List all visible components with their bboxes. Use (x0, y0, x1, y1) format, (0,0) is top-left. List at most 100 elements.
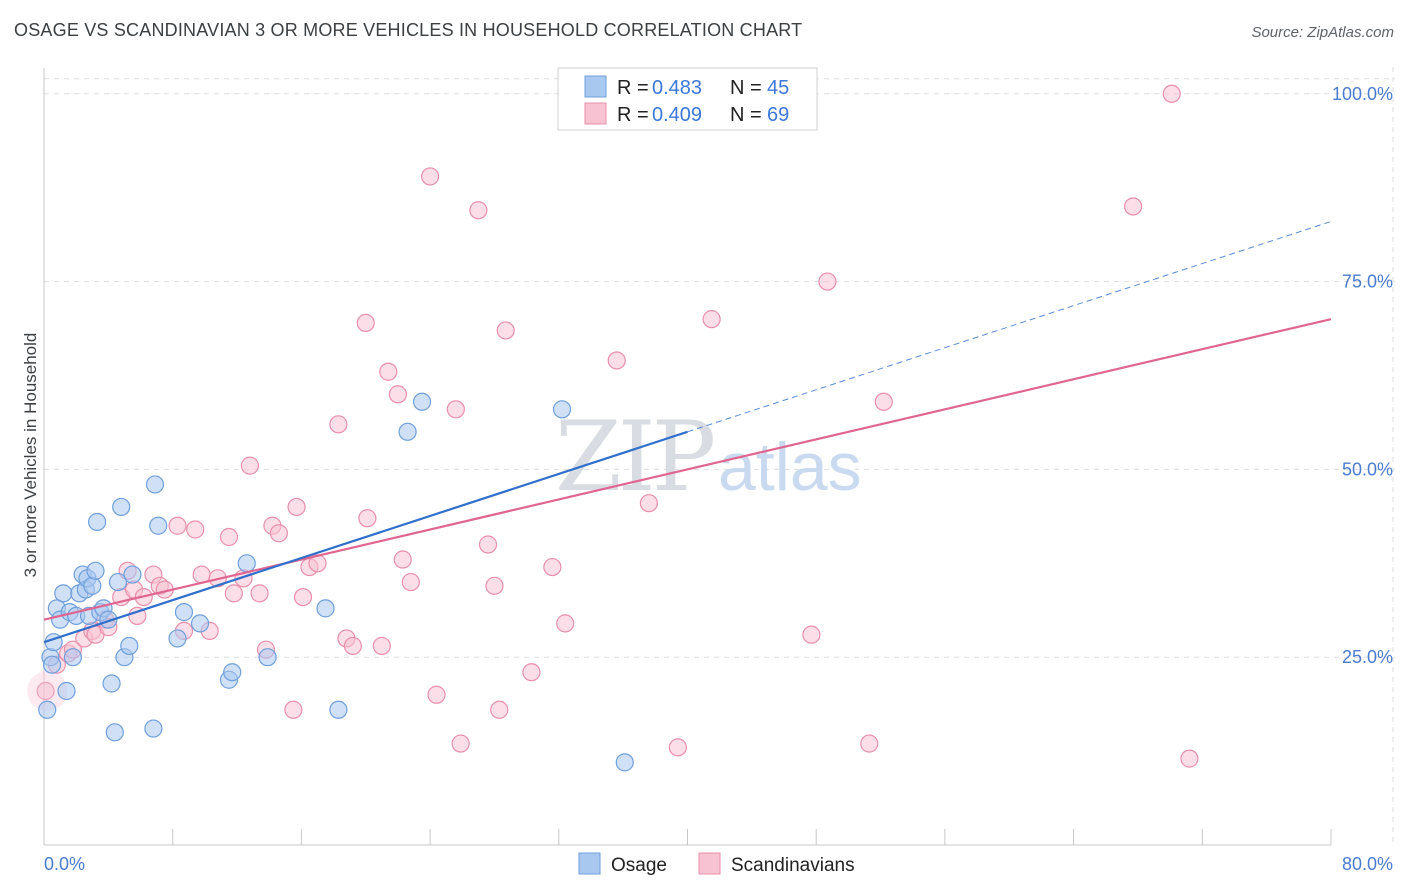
bottom-legend-osage: Osage (611, 855, 667, 876)
y-tick-label: 100.0% (1332, 84, 1393, 104)
legend-n-label-osage: N = (730, 77, 762, 99)
osage-point (258, 648, 277, 667)
osage-point (57, 681, 76, 701)
osage-point (149, 516, 168, 535)
osage-point (120, 636, 139, 656)
osage-point (237, 554, 256, 573)
source-label: Source: ZipAtlas.com (1251, 24, 1394, 41)
osage-trend-line (43, 430, 688, 644)
scandinavians-point (401, 572, 420, 592)
scandinavians-point (802, 625, 821, 644)
osage-point (168, 629, 187, 648)
scandinavians-point (250, 584, 269, 603)
bottom-legend-swatch-osage (578, 852, 601, 875)
scandinavians-point (269, 524, 288, 543)
tick-labels: 25.0% 50.0% 75.0% 100.0% 0.0% 80.0% (44, 84, 1393, 874)
scandinavians-point (186, 520, 205, 539)
scandinavians-point (1180, 749, 1199, 768)
scandinavians-point (358, 509, 377, 528)
scandinavians-point (284, 700, 303, 719)
legend-r-label-osage: R = (617, 77, 649, 99)
osage-point (123, 565, 142, 584)
scandinavians-point (168, 516, 187, 535)
scandinavians-point (522, 663, 541, 682)
bottom-legend-scandinavians: Scandinavians (731, 855, 855, 876)
scandinavians-point (639, 494, 658, 513)
x-tick-label: 0.0% (44, 854, 85, 874)
osage-points (38, 392, 634, 772)
scandinavians-point (372, 636, 391, 656)
osage-point (144, 719, 163, 738)
scandinavians-point (860, 734, 879, 753)
scandinavians-point (451, 734, 470, 753)
y-tick-label: 25.0% (1342, 647, 1393, 667)
scandinavians-point (293, 587, 313, 607)
osage-point (102, 674, 121, 693)
scandinavians-point (356, 313, 375, 333)
y-tick-label: 75.0% (1342, 272, 1393, 292)
scandinavians-point (818, 272, 837, 291)
scandinavians-point (427, 685, 446, 704)
scandinavians-point (287, 497, 306, 517)
osage-point (223, 663, 242, 682)
scandinavians-point (240, 456, 260, 475)
osage-point (112, 497, 131, 517)
scandinavians-point (128, 606, 147, 625)
scandinavians-point (1162, 84, 1181, 103)
legend-r-label-scandinavians: R = (617, 104, 649, 126)
scandinavians-points (27, 84, 1199, 768)
scandinavians-point (607, 351, 626, 370)
scandinavians-point (446, 400, 465, 419)
osage-point (412, 392, 432, 411)
osage-point (316, 599, 335, 618)
scandinavians-point (469, 201, 488, 220)
scandinavians-point (485, 576, 504, 595)
scandinavians-trend-line (43, 318, 1332, 621)
osage-point (83, 576, 102, 595)
legend-swatch-osage (584, 75, 607, 98)
osage-point (54, 584, 73, 603)
osage-point (398, 422, 417, 441)
osage-trend-line-extension (687, 221, 1332, 433)
scandinavians-point (329, 415, 348, 434)
watermark: ZIP atlas (555, 401, 862, 513)
y-axis-label: 3 or more Vehicles in Household (21, 333, 40, 578)
osage-point (329, 700, 348, 719)
scandinavians-point (343, 636, 362, 656)
scandinavians-point (421, 167, 440, 186)
osage-point (615, 753, 634, 772)
scandinavians-point (702, 310, 721, 329)
osage-point (63, 648, 83, 667)
bottom-legend-swatch-scandinavians (698, 852, 721, 875)
stats-legend: R = 0.483 N = 45 R = 0.409 N = 69 (557, 67, 818, 131)
scandinavians-point (874, 392, 893, 411)
scandinavians-point (393, 550, 412, 569)
legend-n-value-scandinavians: 69 (767, 104, 789, 126)
osage-point (42, 655, 62, 674)
legend-r-value-osage: 0.483 (652, 77, 702, 99)
scandinavians-point (219, 527, 239, 547)
scandinavians-point (478, 535, 498, 554)
osage-point (145, 475, 165, 494)
watermark-atlas: atlas (718, 429, 862, 505)
osage-point (174, 603, 194, 622)
legend-n-label-scandinavians: N = (730, 104, 762, 126)
osage-point (108, 572, 128, 592)
scandinavians-point (668, 738, 687, 757)
chart-title: OSAGE VS SCANDINAVIAN 3 OR MORE VEHICLES… (14, 20, 803, 40)
y-tick-label: 50.0% (1342, 459, 1393, 479)
osage-point (87, 512, 107, 532)
scandinavians-point (496, 321, 515, 340)
scandinavians-point (490, 700, 509, 719)
series-legend: Osage Scandinavians (578, 852, 855, 876)
scandinavians-point (1124, 197, 1143, 216)
legend-n-value-osage: 45 (767, 77, 789, 99)
osage-point (86, 561, 105, 580)
trend-lines (43, 221, 1332, 644)
watermark-zip: ZIP (555, 401, 714, 513)
scandinavians-point-large (27, 671, 68, 711)
scandinavians-point (543, 557, 562, 577)
legend-swatch-scandinavians (584, 102, 607, 125)
osage-point (105, 723, 124, 742)
